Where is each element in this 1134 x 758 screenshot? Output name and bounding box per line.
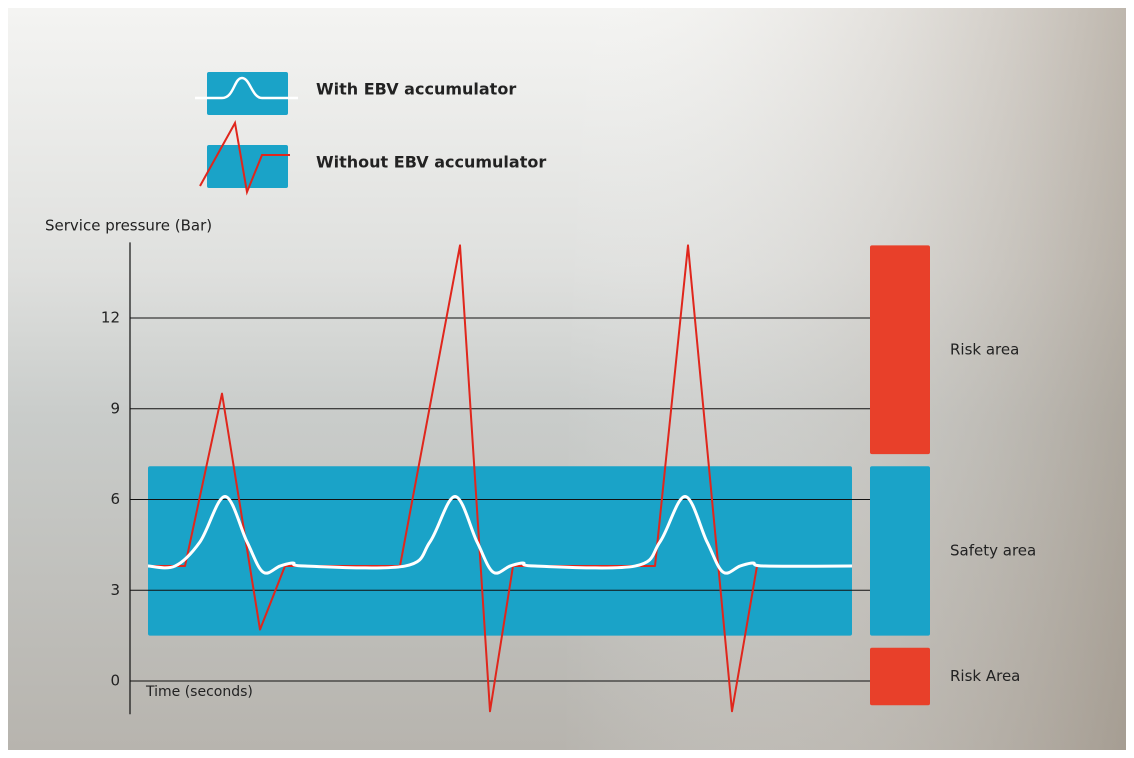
zone-bar: [870, 466, 930, 636]
safety-band: [148, 466, 852, 636]
zone-bar: [870, 245, 930, 455]
zone-label: Safety area: [950, 541, 1036, 559]
y-axis-title: Service pressure (Bar): [45, 217, 212, 235]
legend-label: Without EBV accumulator: [316, 153, 546, 172]
legend-line: [199, 120, 290, 196]
y-tick-label: 6: [110, 490, 120, 508]
series-line: [148, 244, 775, 713]
legend: With EBV accumulator Without EBV accumula…: [195, 72, 546, 196]
y-tick-label: 0: [110, 672, 120, 690]
legend-swatch: [207, 72, 288, 115]
series-line: [147, 494, 853, 575]
legend-label: With EBV accumulator: [316, 80, 516, 99]
y-tick-label: 3: [110, 581, 120, 599]
zone-label: Risk Area: [950, 667, 1020, 685]
x-axis-title: Time (seconds): [145, 684, 253, 700]
legend-line: [195, 76, 298, 100]
zone-label: Risk area: [950, 340, 1019, 358]
y-tick-label: 9: [110, 399, 120, 417]
background-shade: [560, 8, 1126, 750]
zone-bar: [870, 647, 930, 706]
y-tick-label: 12: [101, 309, 120, 327]
plot: 0 3 6 9 12 Risk area Safety area Risk Area With …: [101, 72, 1036, 715]
